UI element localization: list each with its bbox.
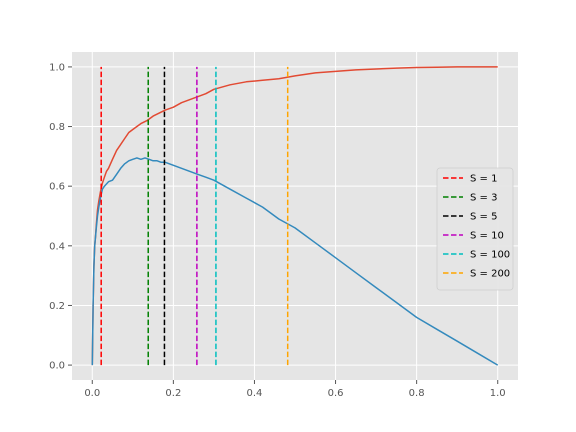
x-axis: 0.0 0.2 0.4 0.6 0.8 1.0 (84, 380, 506, 399)
x-tick-label: 0.8 (409, 388, 425, 399)
y-axis: 0.0 0.2 0.4 0.6 0.8 1.0 (49, 62, 72, 372)
legend: S = 1 S = 3 S = 5 S = 10 S = 100 S = 200 (436, 167, 514, 291)
y-tick-label: 0.0 (49, 361, 65, 372)
legend-label-5: S = 100 (470, 250, 510, 261)
series-line-1 (91, 66, 498, 366)
series-line-2 (91, 157, 499, 366)
y-tick-label: 0.2 (49, 301, 65, 312)
y-tick-label: 0.8 (49, 122, 65, 133)
legend-label-6: S = 200 (470, 269, 510, 280)
x-tick-label: 1.0 (490, 388, 506, 399)
y-tick-label: 0.4 (49, 241, 65, 252)
y-tick-label: 1.0 (49, 62, 65, 73)
x-tick-label: 0.4 (247, 388, 263, 399)
y-tick-label: 0.6 (49, 182, 65, 193)
x-tick-label: 0.0 (84, 388, 100, 399)
legend-label-2: S = 3 (470, 193, 497, 204)
legend-box (436, 167, 514, 291)
x-tick-label: 0.6 (328, 388, 344, 399)
legend-label-3: S = 5 (470, 212, 497, 223)
x-tick-label: 0.2 (165, 388, 181, 399)
legend-label-1: S = 1 (470, 174, 497, 185)
series-layer (91, 66, 499, 366)
vertical-lines (100, 66, 289, 366)
legend-label-4: S = 10 (470, 231, 504, 242)
